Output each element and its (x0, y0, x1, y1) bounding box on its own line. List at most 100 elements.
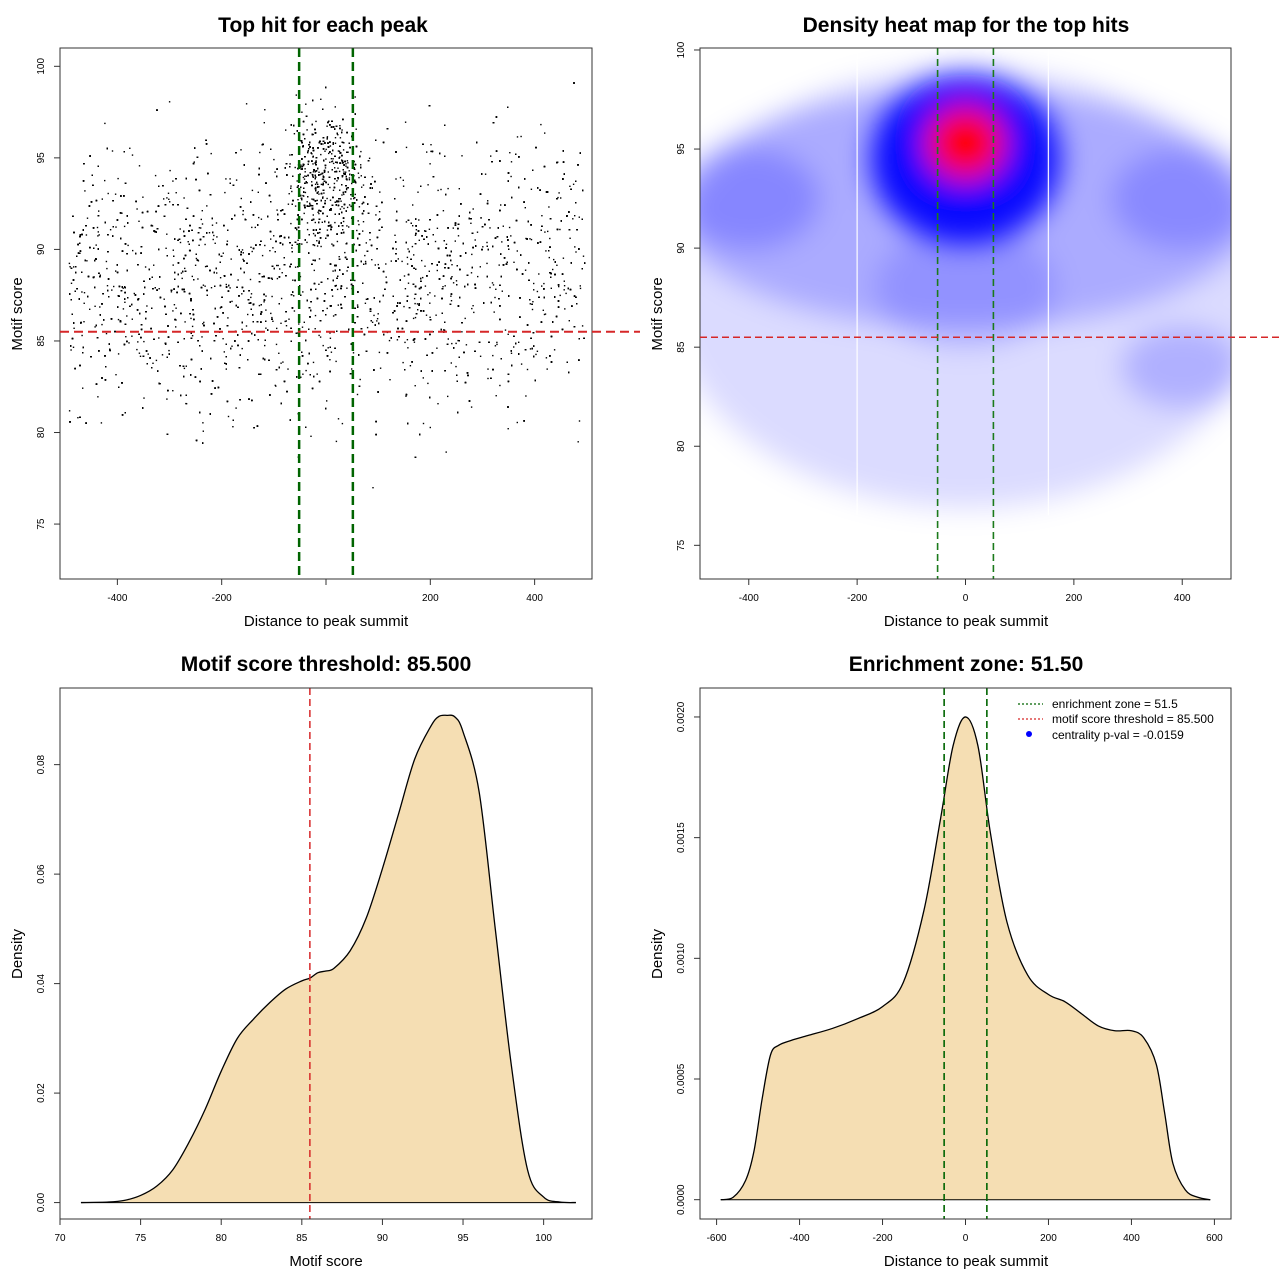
scatter-point (219, 307, 222, 309)
scatter-point (285, 325, 288, 327)
scatter-point (536, 290, 539, 293)
scatter-point (225, 368, 227, 370)
scatter-point (552, 268, 554, 271)
scatter-point (306, 129, 308, 131)
scatter-point (241, 347, 243, 350)
scatter-point (316, 240, 318, 242)
scatter-point (545, 250, 547, 252)
scatter-point (553, 349, 556, 351)
scatter-point (486, 262, 488, 265)
scatter-point (499, 384, 501, 387)
scatter-point (85, 234, 88, 236)
scatter-point (550, 287, 552, 289)
scatter-point (210, 152, 212, 155)
scatter-point (104, 179, 106, 182)
scatter-point (335, 440, 338, 443)
scatter-point (344, 251, 346, 254)
scatter-point (106, 267, 108, 270)
scatter-point (241, 293, 243, 295)
scatter-point (577, 441, 579, 443)
scatter-point (94, 326, 96, 328)
scatter-point (376, 318, 379, 320)
scatter-point (564, 308, 566, 310)
scatter-point (498, 264, 500, 266)
scatter-point (355, 128, 357, 130)
scatter-point (305, 175, 307, 177)
scatter-point (173, 304, 176, 306)
scatter-point (360, 164, 362, 166)
scatter-point (450, 295, 452, 297)
scatter-point (291, 247, 293, 249)
scatter-point (98, 210, 100, 212)
scatter-point (330, 209, 332, 211)
scatter-point (337, 304, 339, 306)
scatter-point (347, 162, 349, 164)
scatter-point (293, 133, 296, 135)
scatter-point (388, 339, 391, 342)
scatter-point (427, 184, 429, 186)
scatter-point (329, 359, 331, 361)
scatter-point (270, 238, 272, 240)
scatter-point (405, 221, 408, 223)
scatter-point (437, 403, 439, 405)
scatter-point (369, 239, 371, 241)
scatter-point (314, 328, 316, 330)
scatter-point (348, 170, 350, 172)
scatter-point (544, 231, 546, 233)
scatter-point (365, 298, 368, 300)
scatter-point (241, 328, 243, 330)
scatter-point (320, 173, 322, 175)
scatter-point (302, 176, 305, 179)
scatter-point (472, 305, 474, 307)
scatter-point (83, 292, 86, 294)
scatter-point (348, 204, 351, 206)
scatter-point (502, 225, 504, 227)
scatter-point (336, 288, 339, 291)
scatter-point (326, 229, 329, 231)
scatter-point (129, 147, 131, 149)
scatter-point (258, 216, 260, 219)
scatter-point (341, 159, 343, 161)
scatter-point (303, 212, 305, 215)
scatter-point (264, 109, 266, 111)
scatter-point (447, 338, 449, 340)
scatter-point (97, 231, 99, 233)
scatter-point (334, 106, 336, 108)
scatter-point (362, 221, 365, 223)
scatter-point (204, 285, 206, 287)
scatter-point (451, 276, 453, 278)
scatter-point (354, 193, 356, 196)
scatter-point (273, 235, 275, 237)
scatter-point (548, 256, 550, 259)
scatter-point (222, 252, 224, 254)
scatter-point (166, 398, 168, 400)
scatter-point (422, 276, 424, 279)
scatter-point (394, 234, 396, 236)
scatter-point (341, 422, 344, 425)
scatter-point (200, 227, 202, 229)
scatter-point (364, 260, 367, 263)
scatter-point (304, 191, 307, 194)
scatter-point (172, 390, 174, 392)
scatter-point (451, 342, 453, 345)
scatter-point (406, 263, 409, 265)
scatter-point (154, 174, 157, 177)
scatter-point (214, 242, 216, 244)
scatter-point (147, 353, 149, 355)
scatter-point (320, 153, 322, 156)
scatter-point (306, 201, 308, 203)
scatter-point (510, 235, 512, 237)
scatter-point (117, 353, 120, 355)
scatter-point (294, 166, 296, 169)
scatter-point (271, 295, 273, 298)
scatter-point (464, 317, 466, 320)
scatter-point (334, 137, 337, 139)
scatter-point (563, 280, 565, 282)
scatter-point (69, 266, 71, 268)
scatter-point (276, 264, 278, 267)
scatter-point (549, 237, 551, 240)
scatter-point (311, 153, 313, 155)
scatter-point (524, 207, 526, 209)
scatter-point (250, 293, 253, 295)
scatter-point (237, 279, 239, 281)
